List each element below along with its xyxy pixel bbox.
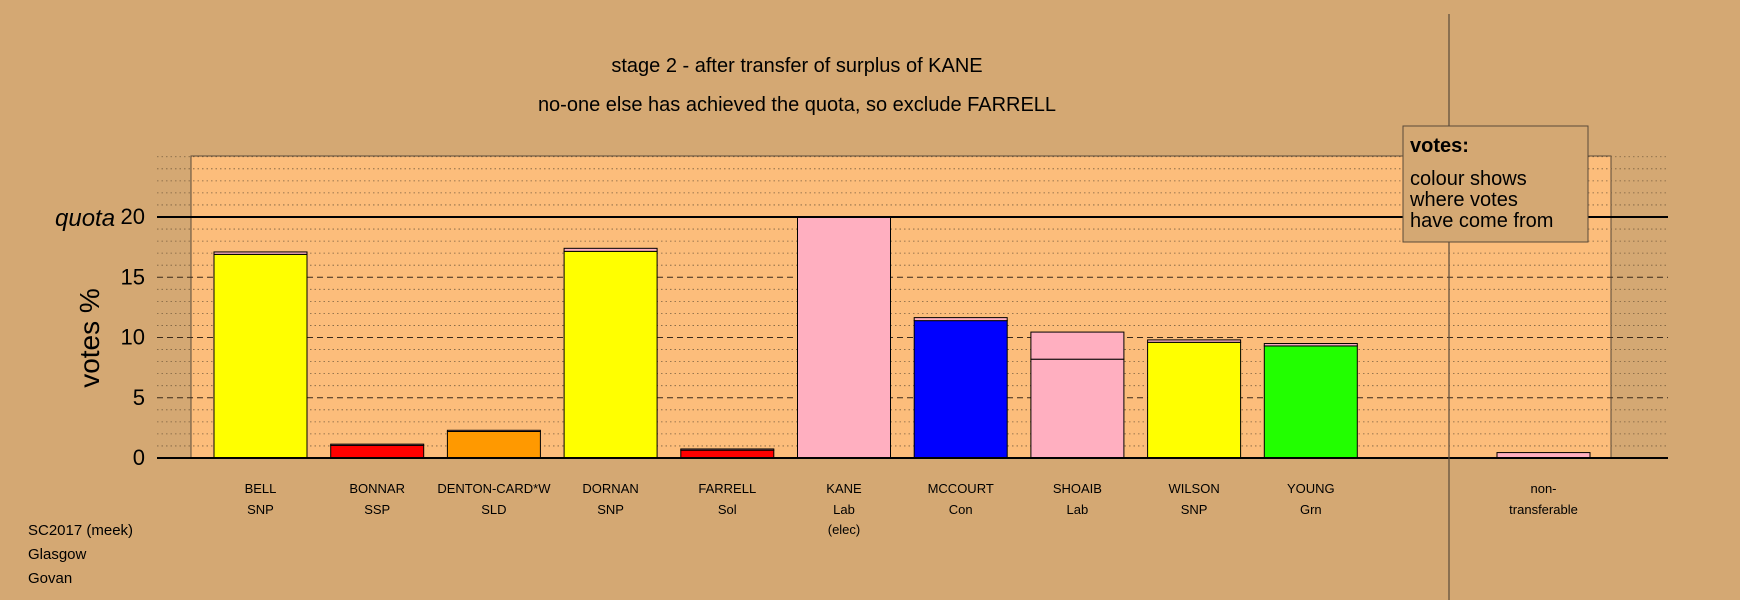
candidate-name-label: SHOAIB <box>1053 481 1102 496</box>
bar-denton-card-w-segment-1 <box>446 430 541 459</box>
elected-note-label: (elec) <box>828 522 861 537</box>
party-label: Sol <box>718 502 737 517</box>
x-tick-labels: BELL SNP BONNAR SSP DENTON-CARD*W SLD DORNAN SN… <box>245 481 1578 537</box>
party-label: SSP <box>364 502 390 517</box>
candidate-name-label: DENTON-CARD*W <box>437 481 551 496</box>
y-axis-label: votes % <box>74 288 105 388</box>
candidate-name-label: DORNAN <box>582 481 638 496</box>
plot-background <box>190 155 1612 459</box>
y-tick-labels: 0 5 10 15 20 <box>121 204 145 470</box>
legend: votes: colour shows where votes have com… <box>1402 125 1589 243</box>
candidate-name-label: BELL <box>245 481 277 496</box>
source-line-2: Glasgow <box>28 546 87 563</box>
legend-line-3: have come from <box>1410 210 1553 232</box>
chart-subtitle: no-one else has achieved the quota, so e… <box>538 94 1056 116</box>
party-label: SNP <box>597 502 624 517</box>
bar-mccourt-segment-2 <box>913 317 1008 322</box>
party-label: Grn <box>1300 502 1322 517</box>
bar-dornan-segment-1 <box>563 250 658 459</box>
party-label: SLD <box>481 502 506 517</box>
bar-shoaib-segment-2 <box>1030 331 1125 360</box>
bar-young-segment-1 <box>1263 345 1358 459</box>
bar-bonnar-segment-1 <box>330 444 425 459</box>
source-line-1: SC2017 (meek) <box>28 522 134 539</box>
quota-label: quota <box>55 205 115 232</box>
legend-line-2: where votes <box>1409 189 1518 211</box>
party-label: Lab <box>1067 502 1089 517</box>
party-label: Con <box>949 502 973 517</box>
grid-lines <box>157 156 1668 447</box>
candidate-name-label: BONNAR <box>349 481 405 496</box>
chart-title: stage 2 - after transfer of surplus of K… <box>611 55 982 77</box>
nontransferable-label-1: non- <box>1530 481 1556 496</box>
bar-wilson-segment-1 <box>1147 341 1242 459</box>
y-tick-label: 5 <box>133 385 145 410</box>
candidate-name-label: KANE <box>826 481 862 496</box>
candidate-name-label: MCCOURT <box>928 481 994 496</box>
y-tick-label: 20 <box>121 204 145 229</box>
party-label: Lab <box>833 502 855 517</box>
y-tick-label: 0 <box>133 445 145 470</box>
source-line-3: Govan <box>28 570 73 587</box>
bar-mccourt-segment-1 <box>913 320 1008 459</box>
candidate-name-label: FARRELL <box>698 481 756 496</box>
bar-shoaib-segment-1 <box>1030 358 1125 459</box>
party-label: SNP <box>247 502 274 517</box>
candidate-name-label: YOUNG <box>1287 481 1335 496</box>
candidate-name-label: WILSON <box>1168 481 1219 496</box>
bar-farrell-segment-1 <box>680 449 775 459</box>
bar-farrell-segment-2 <box>680 448 775 451</box>
bar-bonnar-segment-2 <box>330 443 425 446</box>
bar-denton-card-w-segment-2 <box>446 429 541 432</box>
bar-wilson-segment-2 <box>1147 339 1242 343</box>
y-tick-label: 15 <box>121 264 145 289</box>
legend-title: votes: <box>1410 135 1469 157</box>
legend-line-1: colour shows <box>1410 168 1527 190</box>
bar-dornan-segment-2 <box>563 247 658 252</box>
nontransferable-label-2: transferable <box>1509 502 1578 517</box>
bar-bell-segment-2 <box>213 251 308 255</box>
legend-box <box>1402 125 1589 243</box>
bar-young-segment-2 <box>1263 343 1358 347</box>
y-tick-label: 10 <box>121 325 145 350</box>
bar-bell-segment-1 <box>213 253 308 459</box>
bar-kane-segment-1 <box>797 216 891 459</box>
party-label: SNP <box>1181 502 1208 517</box>
